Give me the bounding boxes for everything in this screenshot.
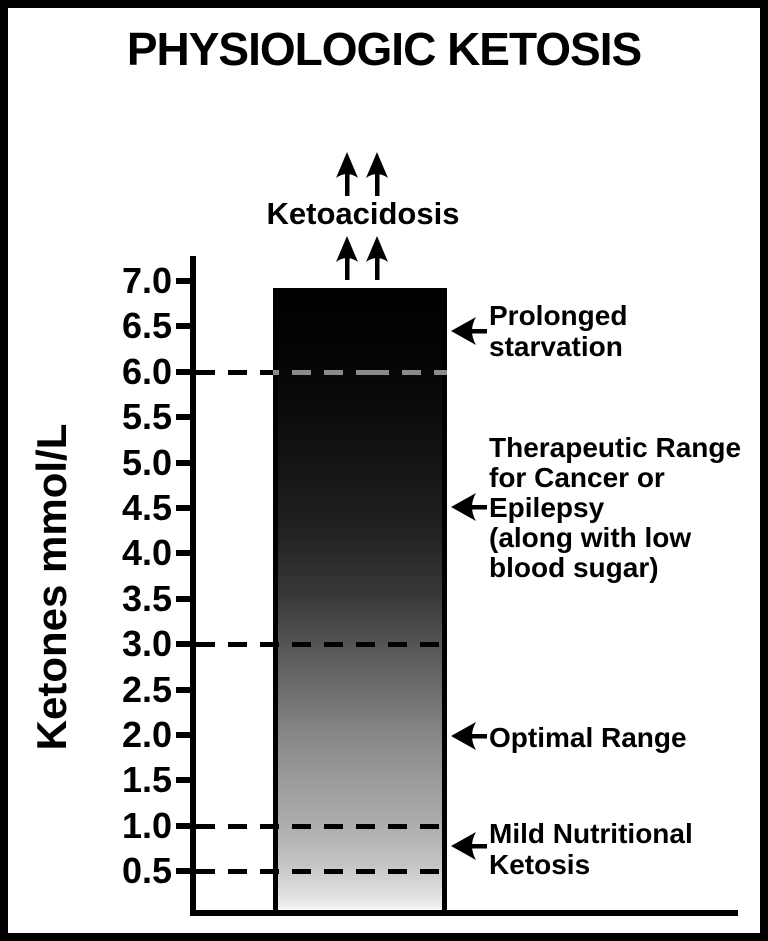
y-axis-tick (176, 596, 193, 602)
y-axis-tick-label: 6.0 (121, 351, 172, 392)
y-axis-tick (176, 868, 193, 874)
y-axis-tick-label: 3.0 (121, 623, 172, 664)
y-axis-tick (176, 687, 193, 693)
y-axis-line (190, 256, 196, 916)
y-axis-tick (176, 414, 193, 420)
y-axis-tick (176, 823, 193, 829)
y-axis-tick-label: 7.0 (121, 260, 172, 301)
y-axis-tick (176, 505, 193, 511)
annotation-optimal-range: Optimal Range (489, 722, 687, 753)
y-axis-tick (176, 278, 193, 284)
y-axis-tick (176, 323, 193, 329)
y-axis-tick-label: 1.0 (121, 805, 172, 846)
y-axis-tick-label: 4.0 (121, 532, 172, 573)
left-arrow-icon (451, 493, 487, 521)
y-axis-tick-label: 5.0 (121, 442, 172, 483)
y-axis-tick (176, 777, 193, 783)
up-arrows-icon (336, 236, 388, 280)
y-axis-tick-label: 2.5 (121, 669, 172, 710)
y-axis-tick (176, 732, 193, 738)
dashed-line-0.5 (196, 869, 447, 874)
chart-title: PHYSIOLOGIC KETOSIS (126, 23, 642, 75)
left-arrow-icon (451, 722, 487, 750)
y-axis-tick-label: 3.5 (121, 578, 172, 619)
dashed-line-3.0 (196, 642, 447, 647)
y-axis-tick (176, 550, 193, 556)
up-arrows-icon (336, 152, 388, 196)
y-axis-tick-label: 4.5 (121, 487, 172, 528)
y-axis-tick (176, 641, 193, 647)
ketoacidosis-label: Ketoacidosis (266, 196, 460, 231)
y-axis-tick-label: 2.0 (121, 714, 172, 755)
y-axis-tick-label: 0.5 (121, 850, 172, 891)
y-axis-title: Ketones mmol/L (28, 423, 75, 751)
dashed-line-1.0 (196, 824, 447, 829)
x-axis-line (190, 910, 738, 916)
y-axis-tick-label: 1.5 (121, 759, 172, 800)
dashed-line-6.0-over-bar (273, 370, 447, 375)
annotation-therapeutic-range: Therapeutic Range for Cancer or Epilepsy… (489, 432, 742, 583)
y-axis-tick-label: 6.5 (121, 305, 172, 346)
y-axis-tick-label: 5.5 (121, 396, 172, 437)
dashed-line-6.0 (196, 370, 273, 375)
annotation-prolonged-starvation: Prolonged starvation (489, 300, 628, 362)
y-axis-tick (176, 460, 193, 466)
left-arrow-icon (451, 832, 487, 860)
annotation-mild-nutritional-ketosis: Mild Nutritional Ketosis (489, 818, 693, 880)
left-arrow-icon (451, 317, 487, 345)
ketone-gradient-bar (273, 288, 447, 915)
y-axis-tick (176, 369, 193, 375)
